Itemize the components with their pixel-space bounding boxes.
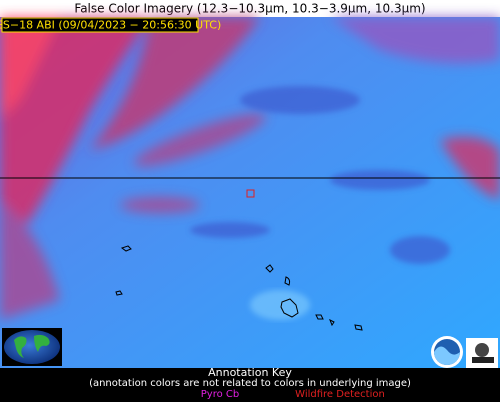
coastlines	[115, 245, 363, 331]
noaa-logo	[431, 336, 463, 368]
key-item-pyrocb: Pyro Cb	[201, 389, 239, 400]
fire-marker	[246, 189, 255, 198]
title: False Color Imagery (12.3−10.3µm, 10.3−3…	[74, 2, 425, 16]
key-item-wildfire: Wildfire Detection	[295, 389, 385, 400]
key-note: (annotation colors are not related to co…	[89, 378, 411, 389]
globe-logo	[2, 328, 62, 366]
cimss-logo	[466, 338, 498, 368]
image-label-box	[1, 17, 199, 33]
key-panel	[0, 368, 500, 402]
title-bar	[0, 0, 500, 17]
key-title: Annotation Key	[208, 366, 292, 379]
satellite-image	[0, 17, 500, 368]
image-label: GOES−18 ABI (09/04/2023 − 20:56:30 UTC)	[0, 19, 221, 32]
